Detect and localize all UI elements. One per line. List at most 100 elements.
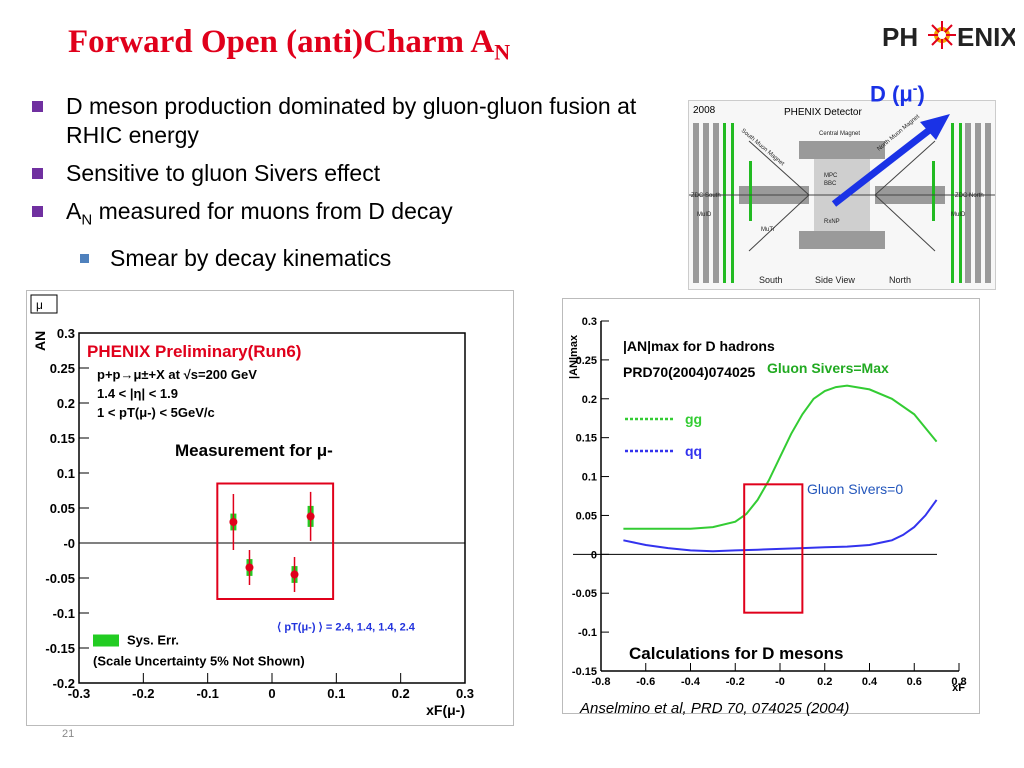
- x-tick-label: -0.6: [636, 676, 655, 688]
- x-tick-label: -0.2: [132, 686, 154, 701]
- y-tick-label: 0.1: [582, 472, 597, 484]
- slide-title: Forward Open (anti)Charm AN: [68, 24, 511, 65]
- svg-text:Central Magnet: Central Magnet: [819, 131, 860, 137]
- legend-box-label: μ: [36, 298, 43, 312]
- info-line: p+p→μ±+X at √s=200 GeV: [97, 367, 257, 382]
- y-tick-label: -0.05: [45, 571, 75, 586]
- bullet-item: D meson production dominated by gluon-gl…: [30, 92, 680, 150]
- arrow-label: D (μ-): [870, 80, 925, 107]
- x-tick-label: -0.2: [726, 676, 745, 688]
- bullet-square-icon: [32, 168, 43, 179]
- bullet-item: AN measured for muons from D decay: [30, 197, 680, 235]
- data-point: [290, 570, 299, 579]
- sys-err-label: Sys. Err.: [127, 633, 179, 648]
- y-tick-label: 0.15: [576, 433, 597, 445]
- legend-label: gg: [685, 411, 702, 427]
- info-line: 1 < pT(μ-) < 5GeV/c: [97, 405, 215, 420]
- chart-ref: PRD70(2004)074025: [623, 364, 756, 380]
- y-tick-label: -0.2: [53, 676, 75, 691]
- y-tick-label: 0.25: [50, 361, 75, 376]
- y-tick-label: 0.3: [57, 326, 75, 341]
- calculation-annotation: Calculations for D mesons: [629, 644, 843, 663]
- x-tick-label: -0.4: [681, 676, 701, 688]
- bullet-square-icon: [32, 101, 43, 112]
- info-line: 1.4 < |η| < 1.9: [97, 386, 178, 401]
- pt-note: ⟨ pT(μ-) ⟩ = 2.4, 1.4, 1.4, 2.4: [277, 622, 416, 634]
- x-tick-label: -0: [775, 676, 785, 688]
- svg-text:2008: 2008: [693, 105, 716, 116]
- svg-text:MuID: MuID: [697, 212, 712, 218]
- svg-text:RxNP: RxNP: [824, 219, 840, 225]
- sub-bullet-item: Smear by decay kinematics: [30, 244, 680, 273]
- series-line: [623, 384, 938, 530]
- phenix-detector-diagram: 2008 PHENIX Detector: [688, 100, 996, 290]
- svg-text:ZDC North: ZDC North: [955, 193, 984, 199]
- measurement-annotation: Measurement for μ-: [175, 441, 333, 460]
- x-tick-label: 0.2: [817, 676, 832, 688]
- sys-err-swatch: [93, 634, 119, 647]
- y-tick-label: 0: [591, 549, 597, 561]
- svg-text:ZDC South: ZDC South: [691, 193, 721, 199]
- x-axis-label: xF(μ-): [426, 702, 465, 718]
- y-tick-label: -0.05: [572, 588, 597, 600]
- y-tick-label: -0: [63, 536, 75, 551]
- phenix-logo: PH ENIX: [882, 21, 1015, 52]
- chart-title: |AN|max for D hadrons: [623, 338, 775, 354]
- x-tick-label: -0.8: [592, 676, 611, 688]
- svg-text:BBC: BBC: [824, 181, 837, 187]
- svg-text:South Muon Magnet: South Muon Magnet: [740, 128, 786, 168]
- bullet-square-icon: [80, 253, 89, 263]
- an-calculation-chart: 0.3 0.25 0.2 0.15 0.1 0.05 0 -0.05 -0.1 -0.15 -0.8…: [562, 298, 980, 714]
- svg-text:North: North: [889, 275, 911, 285]
- y-tick-label: 0.1: [57, 466, 75, 481]
- highlight-box: [216, 482, 335, 600]
- citation: Anselmino et al, PRD 70, 074025 (2004): [580, 700, 850, 717]
- y-axis-label: AN: [32, 331, 48, 351]
- x-tick-label: 0.3: [456, 686, 474, 701]
- svg-text:ENIX: ENIX: [957, 22, 1015, 52]
- slide-number: 21: [62, 728, 75, 740]
- y-tick-label: -0.1: [53, 606, 75, 621]
- y-tick-label: 0.05: [50, 501, 75, 516]
- x-tick-label: 0.6: [907, 676, 922, 688]
- y-tick-label: 0.2: [582, 394, 597, 406]
- an-measurement-chart: 0.3 0.25 0.2 0.15 0.1 0.05 -0 -0.05 -0.1 -0.15 -0.…: [26, 290, 514, 726]
- svg-text:MPC: MPC: [824, 173, 838, 179]
- x-tick-label: 0.8: [951, 676, 966, 688]
- bullet-square-icon: [32, 206, 43, 217]
- x-tick-label: 0.2: [392, 686, 410, 701]
- data-point: [245, 563, 254, 572]
- y-axis-label: |AN|max: [568, 334, 580, 379]
- legend-box: [30, 294, 58, 314]
- y-tick-label: 0.15: [50, 431, 75, 446]
- d-meson-arrow: [831, 114, 950, 207]
- bullet-item: Sensitive to gluon Sivers effect: [30, 159, 680, 188]
- x-tick-label: 0.1: [327, 686, 345, 701]
- y-tick-label: 0.2: [57, 396, 75, 411]
- y-tick-label: -0.15: [45, 641, 75, 656]
- x-axis-label: xF: [952, 682, 965, 694]
- svg-text:PHENIX Detector: PHENIX Detector: [784, 107, 862, 118]
- x-tick-label: -0.3: [68, 686, 90, 701]
- y-tick-label: 0.25: [576, 355, 597, 367]
- svg-text:MuID: MuID: [951, 212, 966, 218]
- series-line: [623, 499, 938, 553]
- svg-text:Side View: Side View: [815, 275, 855, 285]
- legend-label: qq: [685, 443, 702, 459]
- highlight-box: [743, 483, 804, 614]
- data-point: [306, 512, 315, 521]
- chart-title: PHENIX Preliminary(Run6): [87, 342, 301, 361]
- y-tick-label: -0.15: [572, 666, 597, 678]
- series-label-max: Gluon Sivers=Max: [767, 360, 889, 376]
- svg-text:PH: PH: [882, 22, 918, 52]
- y-tick-label: 0.05: [576, 510, 597, 522]
- x-tick-label: -0.1: [196, 686, 218, 701]
- y-tick-label: -0.1: [578, 627, 597, 639]
- bullet-list: D meson production dominated by gluon-gl…: [30, 92, 680, 282]
- phoenix-bird-icon: [928, 21, 956, 49]
- x-tick-label: 0: [268, 686, 275, 701]
- x-tick-label: 0.4: [862, 676, 878, 688]
- data-point: [229, 518, 238, 526]
- svg-text:South: South: [759, 275, 783, 285]
- series-label-zero: Gluon Sivers=0: [807, 481, 903, 497]
